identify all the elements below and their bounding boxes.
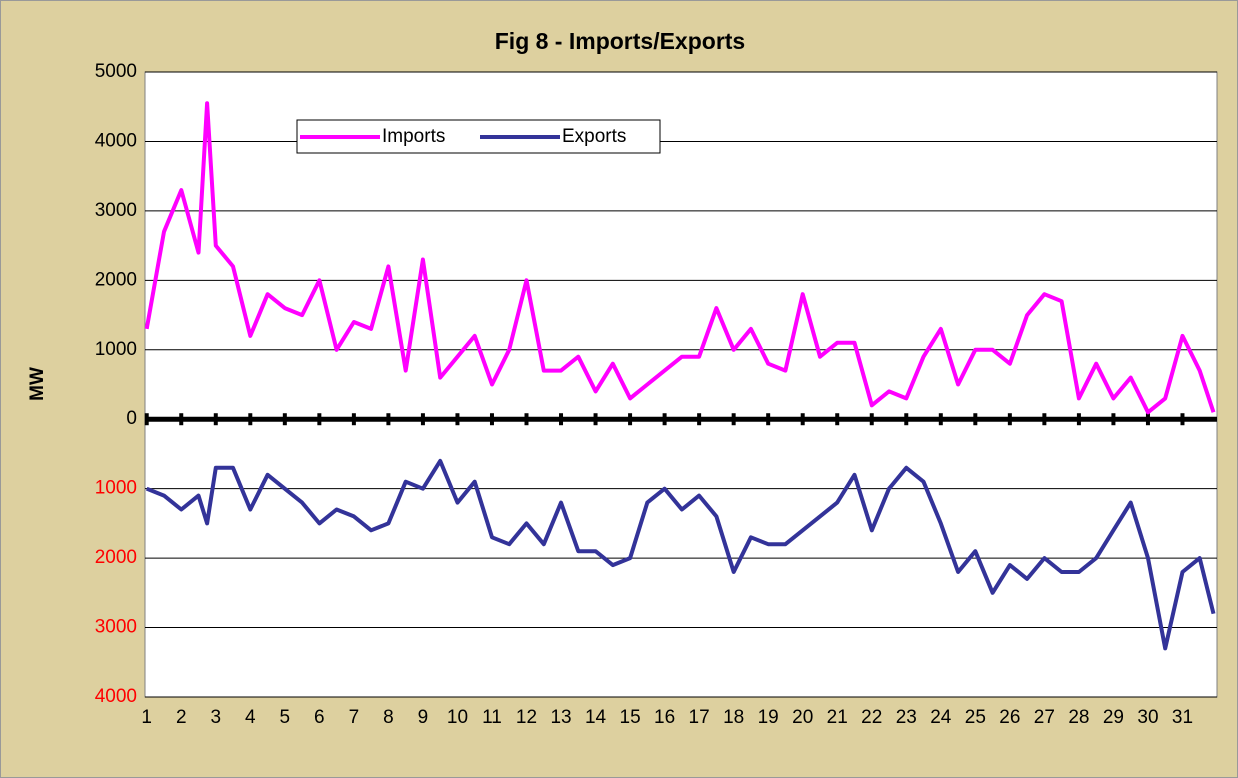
x-tick-label: 3 <box>210 707 221 728</box>
y-axis-label: MW <box>27 367 48 401</box>
x-tick-label: 17 <box>689 707 710 728</box>
y-tick-label: 1000 <box>95 478 137 499</box>
x-tick-label: 19 <box>758 707 779 728</box>
chart-title: Fig 8 - Imports/Exports <box>495 28 745 54</box>
x-tick-label: 2 <box>176 707 187 728</box>
plot-area <box>144 71 1218 698</box>
x-tick-label: 7 <box>349 707 360 728</box>
x-tick-label: 1 <box>141 707 152 728</box>
y-tick-label: 0 <box>126 408 137 429</box>
y-tick-label: 5000 <box>95 61 137 82</box>
x-tick-label: 8 <box>383 707 394 728</box>
x-tick-label: 11 <box>482 707 502 728</box>
x-tick-label: 30 <box>1137 707 1158 728</box>
x-tick-label: 14 <box>585 707 607 728</box>
y-tick-label: 4000 <box>95 686 137 707</box>
series-line <box>145 458 1216 651</box>
lines <box>144 101 1216 651</box>
y-tick-label: 3000 <box>95 200 137 221</box>
y-tick-label: 2000 <box>95 269 137 290</box>
series-line <box>144 101 1216 415</box>
x-tick-label: 5 <box>280 707 291 728</box>
x-tick-label: 13 <box>550 707 571 728</box>
x-tick-label: 27 <box>1034 707 1055 728</box>
x-tick-label: 24 <box>930 707 952 728</box>
x-tick-label: 4 <box>245 707 256 728</box>
x-tick-label: 29 <box>1103 707 1124 728</box>
y-tick-label: 2000 <box>95 547 137 568</box>
x-tick-label: 12 <box>516 707 537 728</box>
grid <box>144 71 1217 698</box>
x-tick-label: 31 <box>1172 707 1193 728</box>
x-tick-label: 25 <box>965 707 986 728</box>
x-tick-label: 28 <box>1068 707 1089 728</box>
x-tick-label: 9 <box>418 707 429 728</box>
legend-label: Imports <box>382 126 445 147</box>
x-tick-label: 6 <box>314 707 325 728</box>
x-tick-label: 10 <box>447 707 468 728</box>
x-tick-label: 21 <box>827 707 848 728</box>
legend: Imports Exports <box>296 119 661 154</box>
x-tick-label: 22 <box>861 707 882 728</box>
x-tick-label: 16 <box>654 707 675 728</box>
x-tick-label: 23 <box>896 707 917 728</box>
y-tick-label: 4000 <box>95 130 137 151</box>
x-tick-label: 26 <box>999 707 1020 728</box>
y-tick-label: 3000 <box>95 617 137 638</box>
x-tick-label: 15 <box>620 707 641 728</box>
x-tick-label: 18 <box>723 707 744 728</box>
legend-label: Exports <box>562 126 626 147</box>
x-tick-label: 20 <box>792 707 813 728</box>
y-tick-label: 1000 <box>95 339 137 360</box>
